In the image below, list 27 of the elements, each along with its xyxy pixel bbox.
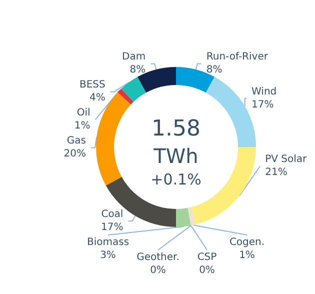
category-label: Geother. [136,252,180,263]
data-label: 4% [89,92,106,104]
data-label: 20% [64,148,86,160]
data-label: 1% [239,250,255,261]
data-label: 17% [100,222,124,234]
slice-label: Cogen. [229,237,265,248]
text: +0.1% [150,170,202,188]
data-label: 8% [130,64,146,76]
slice-label: Gas [66,136,86,147]
slice-label: PV Solar [265,154,308,166]
data-label: 21% [265,167,288,178]
data-label: 3% [100,250,116,261]
text: 1.58 [152,116,200,142]
text: TWh [152,144,198,168]
data-label: 1% [74,120,90,132]
slice-label: Dam [122,52,146,63]
slice-label: Coal [101,209,124,220]
data-label: 17% [252,99,274,110]
slice-label: Run-of-River [206,52,269,63]
text: 0% [199,265,215,276]
category-label: CSP [197,252,217,263]
slice-label: Biomass [86,237,130,248]
slice-label: Wind [252,86,277,98]
slice-label: BESS [79,80,106,91]
data-label: 8% [206,64,222,76]
text: 0% [150,265,166,276]
slice-label: Oil [76,108,90,119]
